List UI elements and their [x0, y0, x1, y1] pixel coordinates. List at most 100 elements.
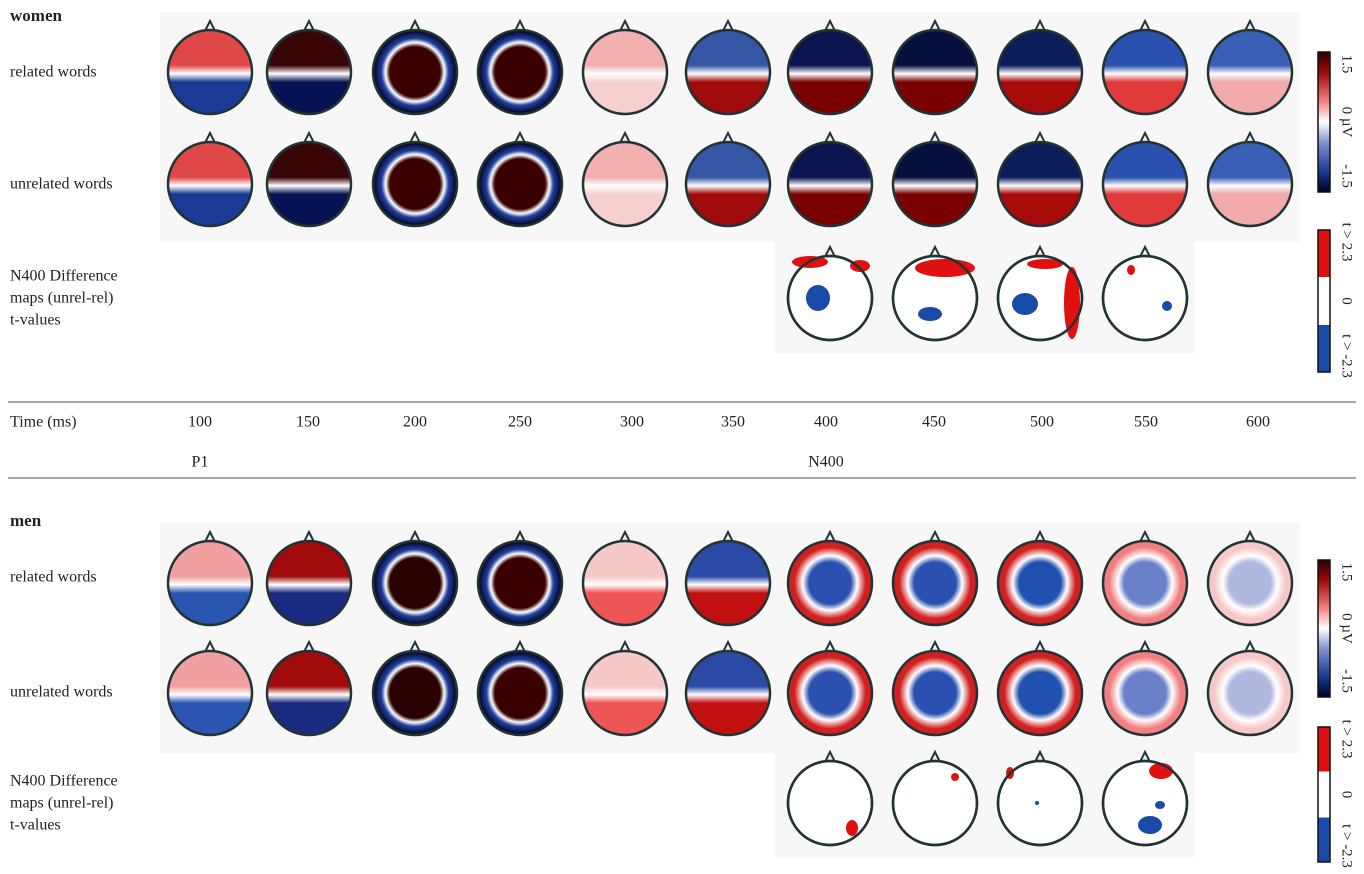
- nose: [514, 529, 526, 543]
- topomap-fill: [267, 142, 351, 226]
- topomap: [476, 639, 564, 737]
- head-outline: [166, 539, 254, 627]
- head-outline: [891, 28, 979, 116]
- topomap-fill: [893, 30, 977, 114]
- time-tick: 600: [1246, 414, 1270, 431]
- topomap: [371, 639, 459, 737]
- topomap: [581, 18, 669, 116]
- nose: [1034, 529, 1046, 543]
- difference-map: [786, 244, 874, 342]
- difference-map: [1101, 244, 1189, 342]
- topomap-fill: [168, 142, 252, 226]
- significance-blob: [1138, 816, 1162, 834]
- colorbar-label: 0 µV: [1339, 107, 1355, 138]
- topomap-fill: [1103, 761, 1187, 845]
- nose: [824, 749, 836, 763]
- topomap-fill: [478, 541, 562, 625]
- significance-blob: [1127, 265, 1135, 275]
- head-outline: [265, 140, 353, 228]
- nose: [929, 244, 941, 258]
- nose: [1139, 529, 1151, 543]
- nose: [514, 639, 526, 653]
- difference-label: N400 Difference: [10, 268, 118, 285]
- topomap: [1206, 18, 1294, 116]
- topomap: [1206, 529, 1294, 627]
- topomap-fill: [168, 651, 252, 735]
- significance-blob: [846, 820, 858, 836]
- topomap-fill: [478, 30, 562, 114]
- topomap-fill: [998, 256, 1082, 340]
- difference-map: [786, 749, 874, 847]
- topomap: [684, 18, 772, 116]
- topomap: [166, 529, 254, 627]
- topomap: [684, 529, 772, 627]
- head-outline: [1206, 140, 1294, 228]
- significance-blob: [1162, 301, 1172, 311]
- topomap: [1101, 130, 1189, 228]
- colorbar-label: t > -2.3: [1339, 824, 1355, 868]
- row-label: related words: [10, 64, 97, 81]
- topomap-fill: [1208, 541, 1292, 625]
- nose: [303, 18, 315, 32]
- head-outline: [891, 539, 979, 627]
- nose: [824, 130, 836, 144]
- topomap: [891, 18, 979, 116]
- topomap: [581, 639, 669, 737]
- head-outline: [166, 649, 254, 737]
- topomap: [996, 529, 1084, 627]
- topomap-fill: [788, 142, 872, 226]
- difference-map: [1101, 749, 1189, 847]
- topomap-fill: [267, 651, 351, 735]
- uv-colorbar: [1317, 51, 1331, 193]
- topomap: [1101, 639, 1189, 737]
- topomap: [371, 529, 459, 627]
- difference-label: maps (unrel-rel): [10, 795, 114, 812]
- time-tick: 550: [1134, 414, 1158, 431]
- difference-label: maps (unrel-rel): [10, 290, 114, 307]
- head-outline: [996, 759, 1084, 847]
- head-outline: [476, 140, 564, 228]
- topomap-fill: [373, 142, 457, 226]
- significance-blob: [1027, 259, 1063, 269]
- head-outline: [891, 254, 979, 342]
- head-outline: [476, 539, 564, 627]
- colorbar-label: t > 2.3: [1339, 223, 1355, 262]
- colorbar-label: 0: [1339, 297, 1355, 305]
- head-outline: [891, 140, 979, 228]
- topomap-fill: [168, 30, 252, 114]
- row-label: unrelated words: [10, 684, 113, 701]
- topomap: [265, 18, 353, 116]
- topomap-fill: [1208, 142, 1292, 226]
- nose: [824, 244, 836, 258]
- topomap: [891, 639, 979, 737]
- nose: [409, 529, 421, 543]
- topomap-fill: [893, 142, 977, 226]
- nose: [824, 639, 836, 653]
- colorbar-label: 0: [1339, 791, 1355, 799]
- topomap: [786, 130, 874, 228]
- topomap: [581, 529, 669, 627]
- head-outline: [371, 539, 459, 627]
- nose: [1244, 18, 1256, 32]
- component-label: N400: [808, 454, 844, 471]
- nose: [514, 130, 526, 144]
- significance-blob: [1155, 801, 1165, 809]
- component-label: P1: [192, 454, 209, 471]
- topomap-fill: [373, 541, 457, 625]
- nose: [1139, 639, 1151, 653]
- head-outline: [581, 539, 669, 627]
- nose: [204, 529, 216, 543]
- nose: [303, 639, 315, 653]
- head-outline: [1101, 140, 1189, 228]
- head-outline: [1206, 649, 1294, 737]
- nose: [1139, 18, 1151, 32]
- time-tick: 200: [403, 414, 427, 431]
- topomap: [476, 529, 564, 627]
- topomap: [684, 130, 772, 228]
- time-tick: 100: [188, 414, 212, 431]
- nose: [722, 639, 734, 653]
- head-outline: [786, 140, 874, 228]
- significance-blob: [1035, 801, 1039, 805]
- difference-map: [996, 244, 1084, 342]
- head-outline: [1101, 539, 1189, 627]
